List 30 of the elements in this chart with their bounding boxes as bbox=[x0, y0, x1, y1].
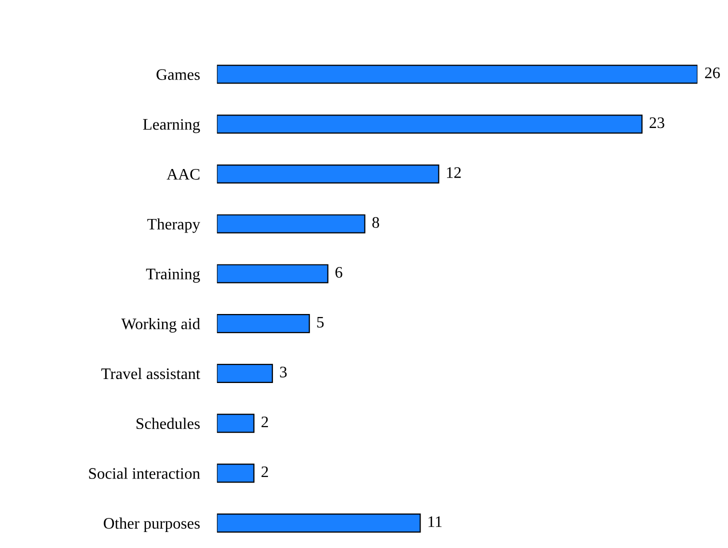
bar bbox=[216, 214, 366, 234]
y-tick-label: Learning bbox=[143, 119, 200, 134]
data-label: 8 bbox=[372, 217, 380, 228]
bar bbox=[216, 514, 421, 533]
bar bbox=[216, 264, 328, 284]
data-label: 12 bbox=[447, 167, 461, 178]
data-label: 5 bbox=[317, 316, 324, 328]
bar bbox=[216, 414, 254, 433]
bar bbox=[216, 464, 254, 483]
data-label: 2 bbox=[262, 416, 268, 428]
y-tick-label: Travel assistant bbox=[101, 368, 200, 380]
bar bbox=[216, 314, 310, 334]
data-label: 2 bbox=[262, 466, 268, 478]
bar bbox=[216, 364, 273, 383]
bar bbox=[216, 164, 440, 184]
y-tick-label: Therapy bbox=[147, 218, 200, 233]
data-label: 26 bbox=[705, 68, 720, 78]
data-label: 6 bbox=[335, 266, 342, 278]
data-label: 23 bbox=[650, 117, 664, 128]
y-tick-label: Training bbox=[146, 268, 200, 283]
y-tick-label: Working aid bbox=[121, 318, 200, 333]
y-tick-label: Social interaction bbox=[89, 468, 200, 479]
data-label: 3 bbox=[280, 366, 287, 378]
y-tick-label: AAC bbox=[166, 168, 200, 180]
y-tick-label: Games bbox=[156, 69, 200, 80]
bar bbox=[216, 64, 698, 84]
y-tick-label: Other purposes bbox=[104, 518, 200, 532]
bar bbox=[216, 114, 643, 134]
data-label: 11 bbox=[428, 516, 442, 527]
y-tick-label: Schedules bbox=[136, 418, 200, 430]
